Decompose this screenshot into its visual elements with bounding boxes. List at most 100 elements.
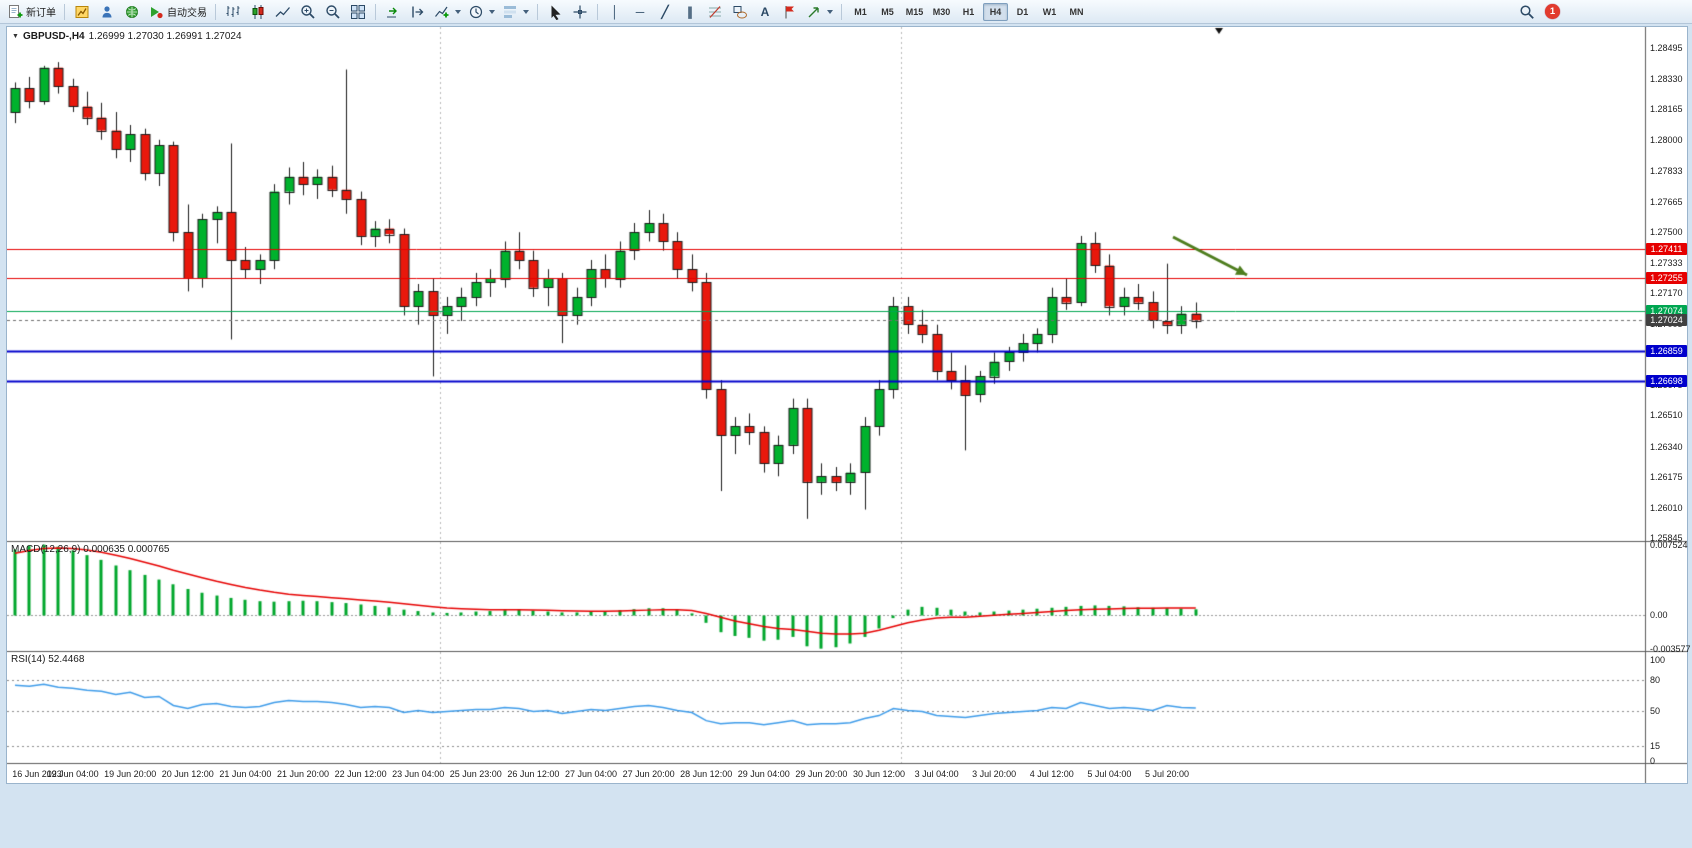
label-button[interactable] [778, 2, 802, 22]
periods-button[interactable] [465, 2, 498, 22]
time-axis-label: 23 Jun 04:00 [392, 769, 445, 779]
price-axis-label: -0.003577 [1650, 643, 1691, 654]
new-chart-button[interactable] [70, 2, 94, 22]
timeframe-button-m5[interactable]: M5 [875, 3, 900, 21]
label-flag-icon [785, 5, 794, 18]
price-level-badge: 1.27255 [1646, 271, 1687, 284]
autotrading-button[interactable]: 自动交易 [145, 2, 210, 22]
toolbar-separator [841, 3, 842, 20]
globe-button[interactable] [120, 2, 144, 22]
symbol-period-text: GBPUSD-,H4 [22, 31, 85, 42]
price-axis-label: 1.26175 [1650, 472, 1683, 483]
profiles-button[interactable] [95, 2, 119, 22]
templates-button[interactable] [499, 2, 532, 22]
chart-canvas[interactable] [7, 27, 1687, 783]
time-axis-label: 29 Jun 04:00 [737, 769, 790, 779]
fibonacci-icon [709, 5, 721, 18]
time-axis-label: 3 Jul 20:00 [972, 769, 1017, 779]
time-axis-label: 16 Jun 2023 [12, 769, 62, 779]
indicators-button[interactable] [431, 2, 464, 22]
profiles-icon [102, 5, 112, 17]
price-axis-label: 0 [1650, 755, 1656, 766]
channel-button[interactable]: ∥ [678, 2, 702, 22]
timeframe-button-h1[interactable]: H1 [956, 3, 981, 21]
horizontal-line-button[interactable]: ─ [628, 2, 652, 22]
dropdown-caret [455, 9, 461, 14]
price-axis-label: 1.27833 [1650, 165, 1683, 176]
timeframe-button-w1[interactable]: W1 [1037, 3, 1062, 21]
crosshair-icon [573, 5, 587, 18]
chart-shift-button[interactable] [406, 2, 430, 22]
chart-shift-icon [412, 6, 424, 17]
price-axis-label: 1.28000 [1650, 134, 1683, 145]
toolbar-separator [537, 3, 538, 20]
timeframe-button-h4[interactable]: H4 [983, 2, 1008, 21]
current-price-badge: 1.27024 [1646, 314, 1687, 327]
time-axis-label: 29 Jun 20:00 [795, 769, 848, 779]
shapes-button[interactable] [728, 2, 752, 22]
new-order-label: 新订单 [26, 8, 56, 19]
search-button[interactable] [1515, 2, 1539, 22]
timeframe-button-m1[interactable]: M1 [848, 3, 873, 21]
timeframe-button-d1[interactable]: D1 [1010, 3, 1035, 21]
price-axis-label: 1.28165 [1650, 104, 1683, 115]
price-axis-label: 1.25845 [1650, 533, 1683, 544]
price-level-badge: 1.27411 [1646, 242, 1687, 255]
price-axis-label: 80 [1650, 675, 1661, 686]
time-axis-label: 19 Jun 20:00 [104, 769, 157, 779]
tile-windows-icon [351, 4, 365, 19]
chart-window: ▼ GBPUSD-,H4 1.26999 1.27030 1.26991 1.2… [6, 26, 1691, 784]
timeframe-button-mn[interactable]: MN [1064, 3, 1089, 21]
time-axis-label: 26 Jun 12:00 [507, 769, 560, 779]
toolbar-separator [375, 3, 376, 20]
price-axis[interactable]: 1.28495 1.28330 1.28165 1.28000 1.27833 1.276… [1646, 27, 1691, 783]
macd-indicator-label: MACD(12,26,9) 0.000635 0.000765 [11, 544, 170, 555]
collapse-triangle-icon[interactable]: ▼ [12, 32, 19, 40]
vertical-line-button[interactable]: │ [603, 2, 627, 22]
price-axis-label: 1.27333 [1650, 258, 1683, 269]
dropdown-caret [523, 9, 529, 14]
price-axis-label: 1.28495 [1650, 43, 1683, 54]
text-button[interactable]: A [753, 2, 777, 22]
price-axis-label: 0.00 [1650, 610, 1668, 621]
zoom-in-button[interactable] [296, 2, 320, 22]
zoom-out-button[interactable] [321, 2, 345, 22]
horizontal-line-icon: ─ [635, 4, 645, 19]
timeframe-button-m30[interactable]: M30 [929, 3, 954, 21]
auto-scroll-button[interactable] [381, 2, 405, 22]
arrows-button[interactable] [803, 2, 836, 22]
bar-chart-button[interactable] [221, 2, 245, 22]
timeframe-toolbar: M1 M5 M15 M30 H1 H4 D1 W1 MN [847, 2, 1090, 21]
tile-windows-button[interactable] [346, 2, 370, 22]
crosshair-button[interactable] [568, 2, 592, 22]
globe-icon [126, 5, 138, 18]
price-level-badge: 1.26859 [1646, 344, 1687, 357]
cursor-button[interactable] [543, 2, 567, 22]
rsi-indicator-label: RSI(14) 52.4468 [11, 654, 85, 665]
time-axis-label: 20 Jun 12:00 [161, 769, 214, 779]
price-axis-label: 50 [1650, 705, 1661, 716]
time-axis-label: 27 Jun 04:00 [564, 769, 618, 779]
time-axis[interactable]: 16 Jun 2023 19 Jun 04:00 19 Jun 20:00 20 Ju… [7, 764, 1645, 783]
shapes-icon [733, 5, 747, 18]
new-order-button[interactable]: 新订单 [4, 2, 59, 22]
candlestick-chart-button[interactable] [246, 2, 270, 22]
price-axis-label: 1.27665 [1650, 196, 1683, 207]
autotrading-icon [151, 6, 163, 18]
notification-badge[interactable]: 1 [1545, 4, 1560, 19]
price-axis-label: 1.26340 [1650, 441, 1683, 452]
arrows-icon [808, 6, 819, 17]
text-icon: A [760, 4, 770, 19]
trendline-icon: ╱ [661, 4, 669, 19]
search-icon [1520, 4, 1534, 19]
time-axis-label: 27 Jun 20:00 [622, 769, 675, 779]
toolbar-right-group: 1 [1515, 2, 1560, 22]
time-axis-label: 25 Jun 23:00 [449, 769, 502, 779]
toolbar-separator [597, 3, 598, 20]
time-axis-label: 21 Jun 04:00 [219, 769, 272, 779]
fibonacci-button[interactable] [703, 2, 727, 22]
trendline-button[interactable]: ╱ [653, 2, 677, 22]
ohlc-values-text: 1.26999 1.27030 1.26991 1.27024 [88, 31, 242, 42]
timeframe-button-m15[interactable]: M15 [902, 3, 927, 21]
line-chart-button[interactable] [271, 2, 295, 22]
